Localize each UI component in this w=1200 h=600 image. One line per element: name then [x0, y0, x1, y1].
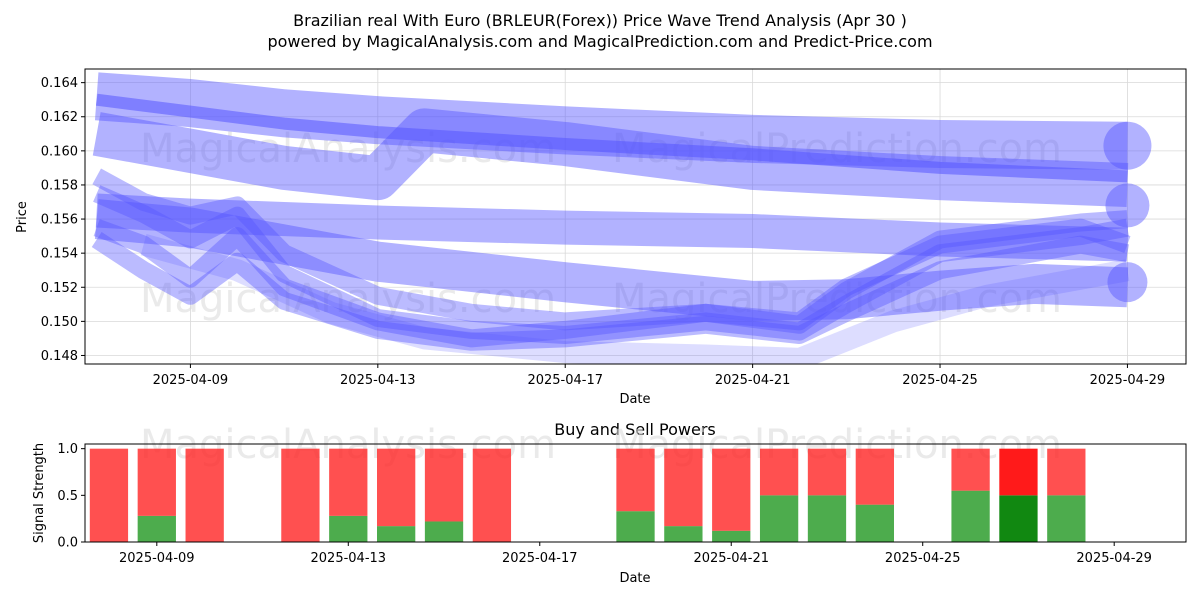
buy-bar	[1047, 495, 1086, 542]
sell-bar	[616, 448, 655, 512]
price-x-tick-label: 2025-04-21	[715, 373, 791, 388]
sell-bar	[807, 448, 847, 496]
sell-bar	[377, 448, 416, 527]
price-x-tick-label: 2025-04-13	[340, 373, 416, 388]
sell-bar	[999, 448, 1038, 496]
watermark-magicalanalysis-2: MagicalAnalysis.com	[140, 276, 556, 322]
signal-y-tick-label: 1.0	[57, 442, 78, 457]
chart-title: Brazilian real With Euro (BRLEUR(Forex))…	[293, 11, 907, 30]
wave-line-7	[93, 185, 1130, 344]
signal-panel: Buy and Sell Powers MagicalAnalysis.com …	[32, 420, 1187, 586]
buy-bar	[999, 495, 1038, 542]
buy-bar	[712, 530, 751, 542]
wave-line-10	[140, 233, 1130, 364]
price-panel: MagicalAnalysis.com MagicalPrediction.co…	[15, 68, 1187, 407]
buy-bar	[329, 515, 368, 542]
signal-x-axis: 2025-04-09 2025-04-13 2025-04-17 2025-04-21…	[119, 542, 1152, 566]
signal-x-tick-label: 2025-04-09	[119, 551, 195, 566]
signal-plot-frame	[84, 443, 1187, 543]
wave-end-bubble-2	[1105, 183, 1150, 228]
buy-bar	[664, 526, 703, 542]
wave-line-6	[92, 168, 1131, 331]
wave-end-bubble-3	[1107, 262, 1148, 303]
signal-y-tick-label: 0.5	[57, 489, 78, 504]
buy-bar	[616, 511, 655, 542]
signal-x-tick-label: 2025-04-25	[885, 551, 961, 566]
wave-line-3	[95, 93, 1128, 183]
price-y-tick-label: 0.150	[41, 315, 78, 330]
buy-bar	[855, 504, 894, 542]
signal-y-tick-label: 0.0	[57, 536, 78, 551]
price-waves	[91, 72, 1152, 364]
price-plot-frame	[84, 68, 1187, 365]
price-y-label: Price	[15, 201, 30, 233]
wave-line-9	[91, 231, 1130, 351]
signal-y-axis: 0.0 0.5 1.0	[57, 442, 85, 551]
buy-bar	[137, 515, 176, 542]
buy-bar	[377, 526, 416, 542]
price-x-tick-label: 2025-04-29	[1090, 373, 1166, 388]
price-y-tick-label: 0.148	[41, 349, 78, 364]
signal-x-tick-label: 2025-04-21	[693, 551, 769, 566]
buy-bar	[759, 495, 799, 542]
wave-line-8	[93, 210, 1129, 348]
price-y-tick-label: 0.162	[41, 110, 78, 125]
signal-x-tick-label: 2025-04-17	[502, 551, 578, 566]
sell-bar	[281, 448, 320, 542]
price-grid	[85, 69, 1186, 364]
sell-bar	[424, 448, 464, 522]
sell-bar	[951, 448, 990, 491]
price-y-tick-label: 0.158	[41, 178, 78, 193]
price-x-label: Date	[619, 392, 650, 407]
signal-x-tick-label: 2025-04-13	[311, 551, 387, 566]
price-y-tick-label: 0.152	[41, 281, 78, 296]
sell-bar	[329, 448, 368, 516]
signal-y-label: Signal Strength	[32, 443, 47, 543]
price-y-axis: 0.148 0.150 0.152 0.154 0.156 0.158 0.160 0.162…	[41, 76, 85, 364]
sell-bar	[89, 448, 129, 542]
wave-line-5	[94, 199, 1129, 321]
signal-title: Buy and Sell Powers	[554, 420, 716, 439]
price-y-tick-label: 0.154	[41, 247, 78, 262]
price-x-tick-label: 2025-04-09	[153, 373, 229, 388]
sell-bar	[137, 448, 176, 516]
sell-bar	[855, 448, 894, 505]
price-x-tick-label: 2025-04-25	[902, 373, 978, 388]
signal-x-tick-label: 2025-04-29	[1076, 551, 1152, 566]
signal-bars	[89, 448, 1086, 542]
watermark-magicalprediction-2: MagicalPrediction.com	[612, 276, 1062, 322]
price-y-tick-label: 0.160	[41, 144, 78, 159]
buy-bar	[951, 490, 990, 542]
sell-bar	[759, 448, 799, 496]
wave-end-bubble-1	[1103, 121, 1152, 170]
sell-bar	[664, 448, 703, 527]
price-x-axis: 2025-04-09 2025-04-13 2025-04-17 2025-04-21…	[153, 364, 1166, 388]
sell-bar	[1047, 448, 1086, 496]
sell-bar	[712, 448, 751, 531]
signal-x-label: Date	[619, 571, 650, 586]
buy-bar	[424, 521, 464, 542]
buy-bar	[807, 495, 847, 542]
chart-subtitle: powered by MagicalAnalysis.com and Magic…	[267, 32, 932, 51]
price-x-tick-label: 2025-04-17	[527, 373, 603, 388]
price-y-tick-label: 0.164	[41, 76, 78, 91]
wave-line-4	[95, 193, 1128, 262]
wave-line-1	[94, 72, 1128, 170]
sell-bar	[185, 448, 224, 542]
sell-bar	[472, 448, 512, 542]
price-y-tick-label: 0.156	[41, 213, 78, 228]
